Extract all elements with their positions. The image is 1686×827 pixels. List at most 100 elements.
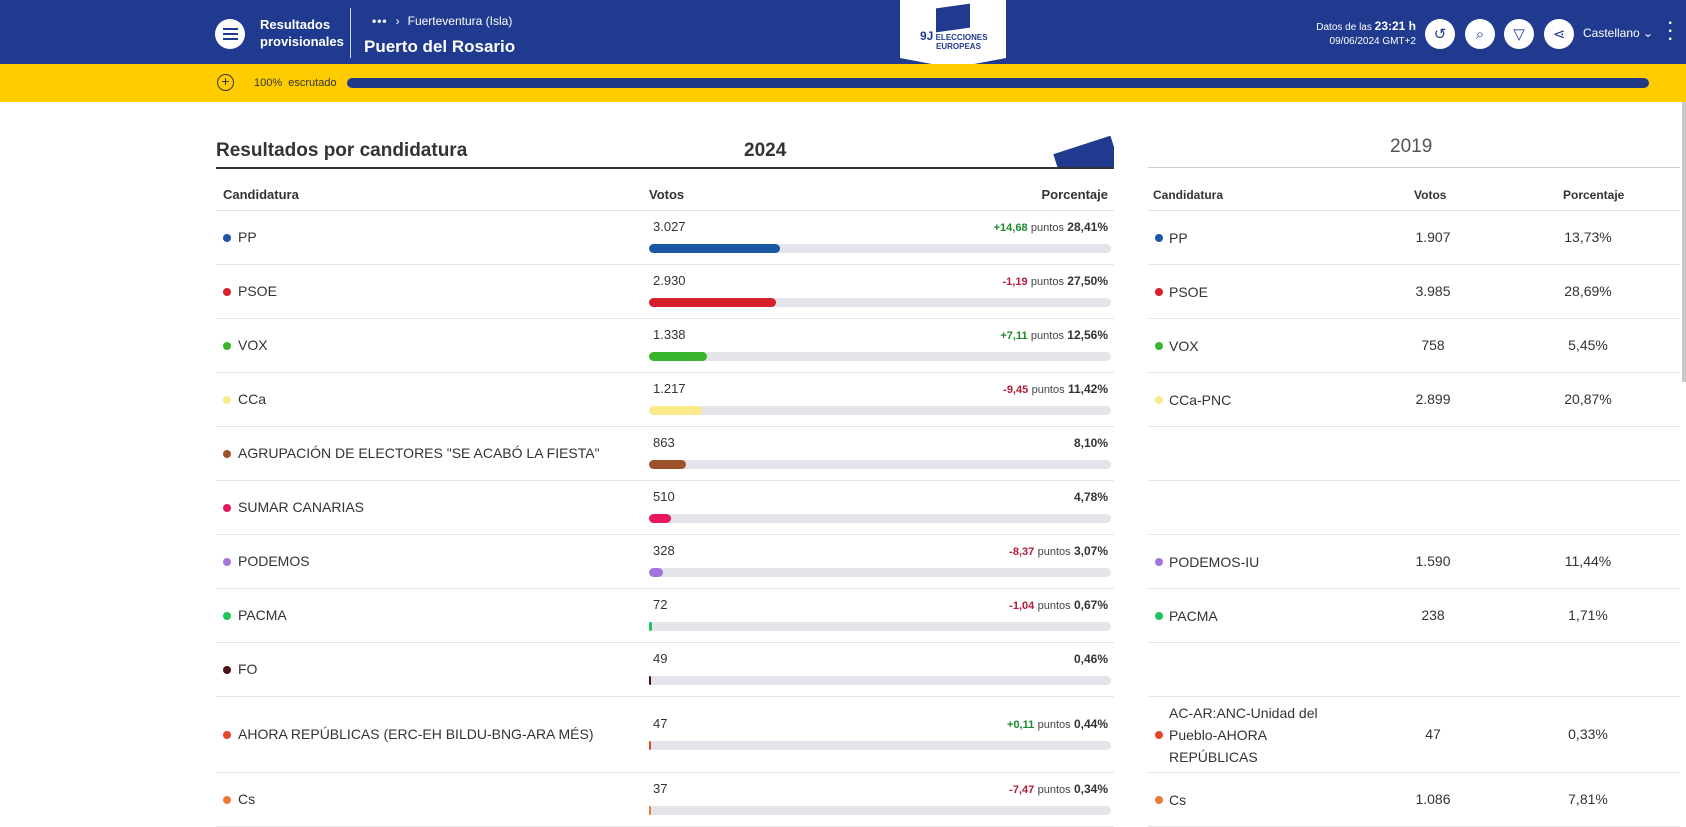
- party-name: CCa-PNC: [1169, 392, 1232, 408]
- table-row[interactable]: PODEMOS 328 -8,37 puntos 3,07%: [216, 535, 1114, 589]
- scan-label-text: escrutado: [288, 77, 337, 89]
- party-name: PODEMOS-IU: [1169, 554, 1260, 570]
- party-name: AHORA REPÚBLICAS (ERC-EH BILDU-BNG-ARA M…: [238, 726, 594, 742]
- vote-bar-fill: [649, 806, 652, 815]
- party-votes: 1.907: [1415, 229, 1451, 245]
- scan-fill: [347, 78, 1649, 88]
- party-percentage: 5,45%: [1568, 337, 1608, 353]
- delta-points: -1,19: [1002, 276, 1028, 288]
- breadcrumb-more-button[interactable]: •••: [372, 14, 388, 28]
- party-color-dot: [223, 234, 231, 242]
- logo-line-2: EUROPEAS: [936, 42, 981, 51]
- eu-flag-icon: [936, 3, 970, 33]
- scrollbar[interactable]: [1682, 102, 1686, 382]
- table-row[interactable]: SUMAR CANARIAS 510 4,78%: [216, 481, 1114, 535]
- party-color-dot: [1155, 396, 1163, 404]
- menu-button[interactable]: [215, 19, 245, 49]
- points-label: puntos: [1030, 330, 1064, 342]
- table-row[interactable]: FO 49 0,46%: [216, 643, 1114, 697]
- table-row[interactable]: PP 3.027 +14,68 puntos 28,41%: [216, 211, 1114, 265]
- language-selector[interactable]: Castellano ⌄: [1583, 26, 1653, 40]
- party-percentage: -1,04 puntos 0,67%: [1009, 598, 1108, 612]
- percentage-value: 11,42%: [1067, 382, 1108, 396]
- col-porcentaje: Porcentaje: [1041, 187, 1108, 202]
- party-percentage: 28,69%: [1564, 283, 1612, 299]
- party-percentage: +0,11 puntos 0,44%: [1007, 717, 1108, 731]
- delta-points: +0,11: [1007, 719, 1035, 731]
- party-color-dot: [223, 666, 231, 674]
- share-button[interactable]: ⋖: [1544, 19, 1574, 49]
- party-votes: 49: [653, 651, 668, 666]
- more-options-button[interactable]: · · ·: [1668, 15, 1674, 48]
- party-percentage: 4,78%: [1074, 490, 1108, 504]
- party-color-dot: [223, 796, 231, 804]
- filter-button[interactable]: ▽: [1504, 19, 1534, 49]
- top-bar: Resultados provisionales ••• › Fuerteven…: [0, 0, 1686, 68]
- table-row[interactable]: PACMA 72 -1,04 puntos 0,67%: [216, 589, 1114, 643]
- table-row-2019: AC-AR:ANC-Unidad del Pueblo-AHORA REPÚBL…: [1148, 697, 1680, 773]
- party-percentage: 0,33%: [1568, 726, 1608, 742]
- vote-bar-fill: [649, 298, 777, 307]
- table-row[interactable]: PSOE 2.930 -1,19 puntos 27,50%: [216, 265, 1114, 319]
- party-color-dot: [223, 396, 231, 404]
- party-name: VOX: [238, 337, 268, 353]
- party-percentage: -1,19 puntos 27,50%: [1003, 274, 1109, 288]
- party-votes: 1.086: [1415, 791, 1451, 807]
- vote-bar-track: [649, 514, 1111, 523]
- year-2024: 2024: [744, 140, 787, 161]
- party-percentage: 1,71%: [1568, 607, 1608, 623]
- party-color-dot: [223, 731, 231, 739]
- vote-bar-track: [649, 741, 1111, 750]
- year-2019: 2019: [1390, 136, 1433, 157]
- history-icon: ↺: [1433, 26, 1447, 43]
- expand-icon[interactable]: +: [217, 74, 234, 91]
- party-color-dot: [223, 288, 231, 296]
- table-row[interactable]: Cs 37 -7,47 puntos 0,34%: [216, 773, 1114, 827]
- party-name: PP: [1169, 230, 1188, 246]
- party-votes: 510: [653, 489, 675, 504]
- percentage-value: 8,10%: [1073, 436, 1108, 450]
- delta-points: -7,47: [1009, 784, 1035, 796]
- table-row[interactable]: AHORA REPÚBLICAS (ERC-EH BILDU-BNG-ARA M…: [216, 697, 1114, 773]
- party-color-dot: [223, 504, 231, 512]
- vote-bar-track: [649, 806, 1111, 815]
- points-label: puntos: [1037, 600, 1071, 612]
- party-percentage: -9,45 puntos 11,42%: [1003, 382, 1108, 396]
- party-name: PODEMOS: [238, 553, 310, 569]
- search-button[interactable]: ⌕: [1465, 19, 1495, 49]
- party-color-dot: [1155, 612, 1163, 620]
- points-label: puntos: [1037, 784, 1071, 796]
- breadcrumb: ••• › Fuerteventura (Isla): [372, 14, 512, 28]
- breadcrumb-parent-link[interactable]: Fuerteventura (Isla): [407, 14, 513, 28]
- table-row-2019: VOX 758 5,45%: [1148, 319, 1680, 373]
- section-title: Resultados por candidatura: [216, 140, 468, 161]
- delta-points: +14,68: [993, 222, 1028, 234]
- history-button[interactable]: ↺: [1425, 19, 1455, 49]
- party-percentage: +14,68 puntos 28,41%: [994, 220, 1108, 234]
- party-name: CCa: [238, 391, 267, 407]
- table-row[interactable]: CCa 1.217 -9,45 puntos 11,42%: [216, 373, 1114, 427]
- table-row[interactable]: VOX 1.338 +7,11 puntos 12,56%: [216, 319, 1114, 373]
- data-timestamp: Datos de las 23:21 h 09/06/2024 GMT+2: [1300, 19, 1416, 49]
- table-row-2019: Cs 1.086 7,81%: [1148, 773, 1680, 827]
- vote-bar-fill: [649, 406, 702, 415]
- vote-bar-track: [649, 244, 1111, 253]
- results-type-title: Resultados provisionales: [260, 16, 344, 50]
- chevron-right-icon: ›: [395, 14, 400, 28]
- percentage-value: 28,41%: [1067, 220, 1108, 234]
- points-label: puntos: [1037, 719, 1071, 731]
- party-votes: 328: [653, 543, 675, 558]
- points-label: puntos: [1030, 222, 1064, 234]
- title-rule: [216, 167, 1114, 169]
- table-row[interactable]: AGRUPACIÓN DE ELECTORES "SE ACABÓ LA FIE…: [216, 427, 1114, 481]
- header-divider: [350, 8, 351, 58]
- language-label: Castellano: [1583, 26, 1640, 40]
- vote-bar-fill: [649, 568, 664, 577]
- party-name: VOX: [1169, 338, 1199, 354]
- party-percentage: -7,47 puntos 0,34%: [1009, 782, 1108, 796]
- party-name: PP: [238, 229, 257, 245]
- party-votes: 1.217: [653, 381, 686, 396]
- col-candidatura: Candidatura: [223, 187, 299, 202]
- percentage-value: 27,50%: [1067, 274, 1108, 288]
- scan-track: [347, 78, 1649, 88]
